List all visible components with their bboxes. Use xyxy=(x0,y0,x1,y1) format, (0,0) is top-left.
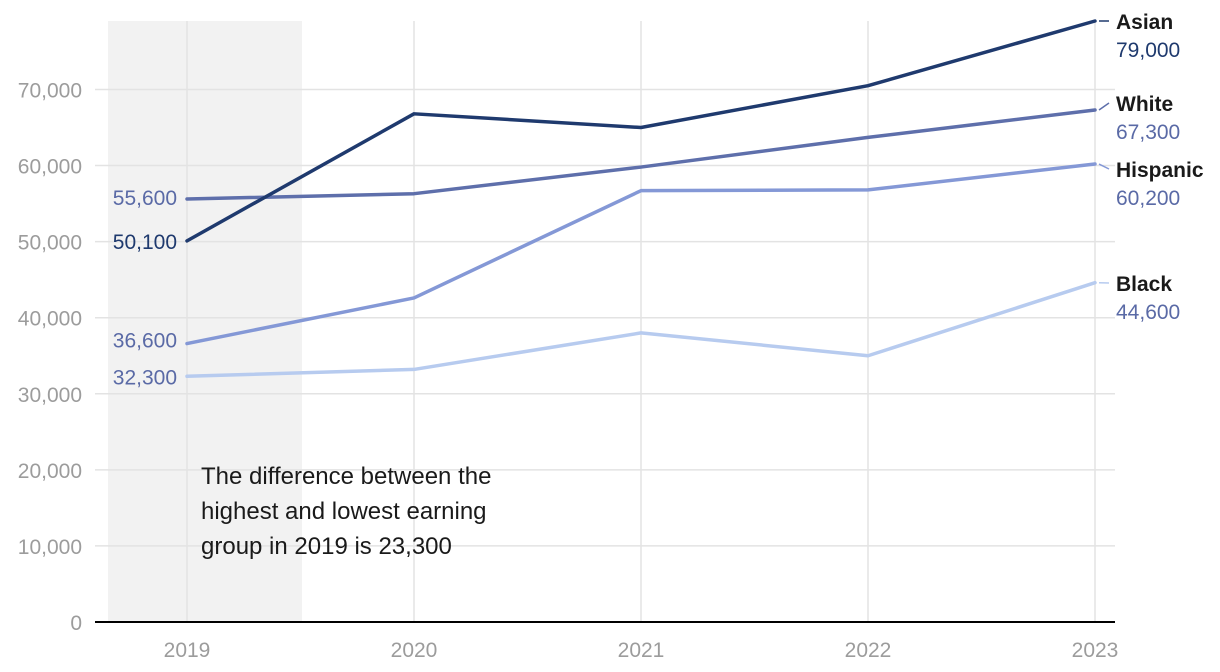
end-label-name-hispanic: Hispanic xyxy=(1116,159,1204,182)
y-axis: 0 10,000 20,000 30,000 40,000 50,000 60,000 70,… xyxy=(18,79,82,635)
series-line-black xyxy=(185,280,1097,379)
end-label-value-black: 44,600 xyxy=(1116,301,1180,324)
end-label-value-hispanic: 60,200 xyxy=(1116,187,1180,210)
end-labels: Asian 79,000 White 67,300 Hispanic 60,200 Blac… xyxy=(1098,11,1204,324)
annotation-line-3: group in 2019 is 23,300 xyxy=(201,533,452,560)
y-tick-label-10-000: 10,000 xyxy=(18,536,82,559)
leader-line-white xyxy=(1098,102,1110,111)
series-lines xyxy=(185,19,1097,379)
y-tick-label-20-000: 20,000 xyxy=(18,460,82,483)
end-label-name-white: White xyxy=(1116,93,1173,116)
leader-line-hispanic xyxy=(1098,163,1110,170)
y-tick-label-70-000: 70,000 xyxy=(18,79,82,102)
series-line-asian xyxy=(185,19,1097,243)
y-tick-label-50-000: 50,000 xyxy=(18,232,82,255)
series-line-hispanic xyxy=(185,162,1097,346)
annotation-line-2: highest and lowest earning xyxy=(201,498,487,525)
end-label-value-white: 67,300 xyxy=(1116,121,1180,144)
start-label-asian: 50,100 xyxy=(113,231,177,254)
start-label-white: 55,600 xyxy=(113,187,177,210)
end-label-value-asian: 79,000 xyxy=(1116,39,1180,62)
highlight-band-2019 xyxy=(108,21,302,622)
x-tick-label-2020: 2020 xyxy=(391,639,438,662)
end-label-name-asian: Asian xyxy=(1116,11,1173,34)
annotation-text: The difference between the highest and l… xyxy=(201,463,498,560)
y-tick-label-0: 0 xyxy=(70,612,82,635)
start-label-black: 32,300 xyxy=(113,366,177,389)
annotation-line-1: The difference between the xyxy=(201,463,491,490)
series-line-white xyxy=(185,108,1097,201)
y-tick-label-40-000: 40,000 xyxy=(18,308,82,331)
end-label-name-black: Black xyxy=(1116,273,1172,296)
x-axis: 2019 2020 2021 2022 2023 xyxy=(164,639,1119,662)
x-tick-label-2022: 2022 xyxy=(845,639,892,662)
x-tick-label-2023: 2023 xyxy=(1072,639,1119,662)
x-tick-label-2019: 2019 xyxy=(164,639,211,662)
y-tick-label-30-000: 30,000 xyxy=(18,384,82,407)
gridlines xyxy=(95,21,1115,622)
start-label-hispanic: 36,600 xyxy=(113,330,177,353)
start-value-labels: 50,100 55,600 36,600 32,300 xyxy=(113,187,177,389)
y-tick-label-60-000: 60,000 xyxy=(18,156,82,179)
x-tick-label-2021: 2021 xyxy=(618,639,665,662)
